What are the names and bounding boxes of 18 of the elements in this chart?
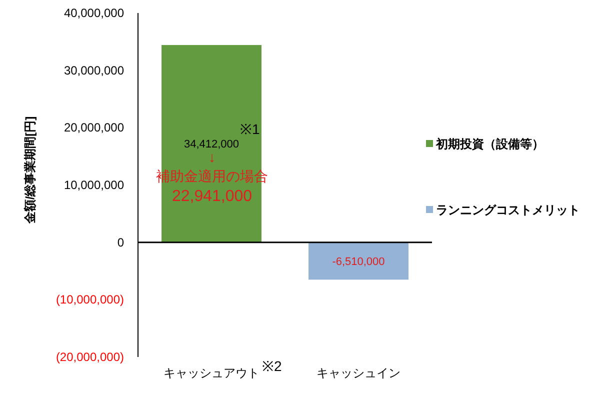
data-label: -6,510,000 [332,256,385,268]
text: ※2 [262,358,282,374]
annotation: 22,941,000 [172,188,252,205]
y-tick-label: 40,000,000 [64,6,124,20]
y-tick-label: (20,000,000) [56,350,124,364]
y-tick-label: (10,000,000) [56,292,124,307]
y-axis-title: 金額/総事業期間[円] [23,116,37,225]
y-tick-label: 10,000,000 [64,178,124,192]
y-tick-label: 20,000,000 [64,120,124,135]
x-tick-label: キャッシュイン [316,366,400,380]
data-label: 34,412,000 [184,138,240,151]
legend-label: 初期投資（設備等） [435,137,544,151]
annotation: ※1 [240,121,260,137]
legend-label: ランニングコストメリット [436,203,580,217]
y-tick-label: 0 [117,235,124,250]
annotation: ↓ [208,149,216,165]
x-tick-label: キャッシュアウト [164,366,260,380]
y-tick-label: 30,000,000 [64,63,124,78]
